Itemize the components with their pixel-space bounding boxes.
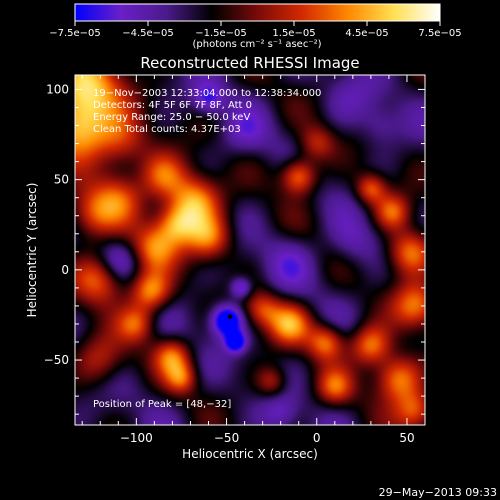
annotation-clean: Clean Total counts: 4.37E+03 xyxy=(93,124,241,135)
heatmap-image xyxy=(75,75,425,425)
peak-position-label: Position of Peak = [48,−32] xyxy=(93,399,231,410)
annotation-energy: Energy Range: 25.0 − 50.0 keV xyxy=(93,112,250,123)
y-tick-label: 100 xyxy=(46,82,69,96)
peak-marker xyxy=(227,314,233,319)
colorbar-tick-label: 7.5e−05 xyxy=(418,28,461,39)
colorbar xyxy=(74,3,441,22)
axes: −100 −50 0 50 −50 0 50 100 xyxy=(44,75,426,445)
colorbar-tick-label: 1.5e−05 xyxy=(272,28,315,39)
y-tick-label: 50 xyxy=(54,173,69,187)
colorbar-tick-label: −1.5e−05 xyxy=(195,28,247,39)
colorbar-ticks: −7.5e−05 −4.5e−05 −1.5e−05 1.5e−05 4.5e−05 7.… xyxy=(49,21,462,39)
colorbar-tick-label: −7.5e−05 xyxy=(49,28,101,39)
x-tick-label: 50 xyxy=(399,431,414,445)
chart-title: Reconstructed RHESSI Image xyxy=(140,54,359,72)
annotation-detectors: Detectors: 4F 5F 6F 7F 8F, Att 0 xyxy=(93,100,252,111)
annotation-time: 19−Nov−2003 12:33:04.000 to 12:38:34.000 xyxy=(93,88,321,99)
y-tick-label: 0 xyxy=(61,263,69,277)
plot-frame xyxy=(74,74,426,426)
colorbar-tick-label: −4.5e−05 xyxy=(122,28,174,39)
colorbar-tick-label: 4.5e−05 xyxy=(345,28,388,39)
colorbar-units-label: (photons cm⁻² s⁻¹ asec⁻²) xyxy=(192,39,321,50)
footer-timestamp: 29−May−2013 09:33 xyxy=(379,486,497,499)
y-axis-label: Heliocentric Y (arcsec) xyxy=(25,183,39,318)
x-tick-label: 0 xyxy=(313,431,321,445)
x-tick-label: −100 xyxy=(120,431,153,445)
x-tick-label: −50 xyxy=(214,431,239,445)
x-axis-label: Heliocentric X (arcsec) xyxy=(182,447,318,461)
y-tick-label: −50 xyxy=(44,353,69,367)
